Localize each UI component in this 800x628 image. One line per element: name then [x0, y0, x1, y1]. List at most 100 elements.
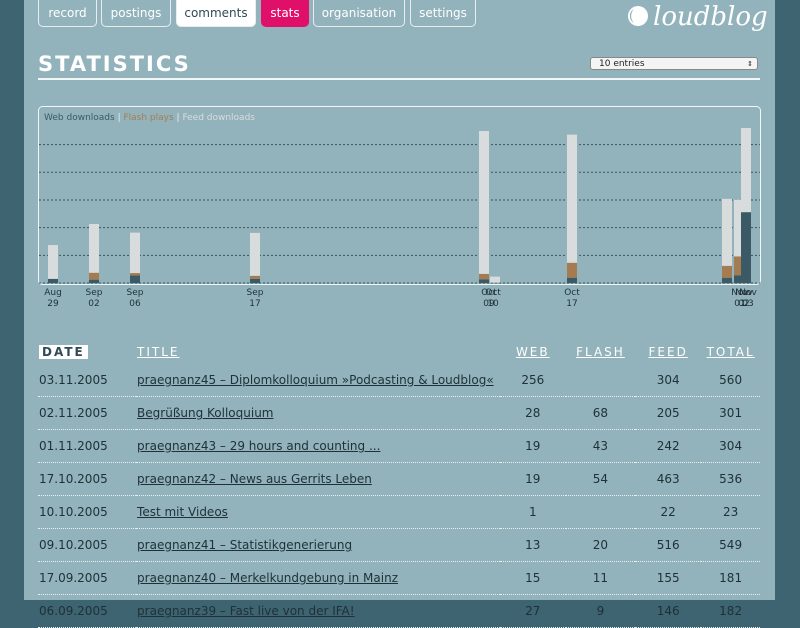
- x-tick-month: Nov: [739, 288, 757, 298]
- table-cell: 03.11.2005: [38, 364, 136, 397]
- table-cell: 1: [500, 496, 566, 529]
- table-cell: 17.10.2005: [38, 463, 136, 496]
- bar-segment: [479, 274, 489, 280]
- x-tick-day: 10: [487, 299, 499, 309]
- bar-segment: [130, 276, 140, 283]
- table-cell: 256: [500, 364, 566, 397]
- legend: Web downloads | Flash plays | Feed downl…: [44, 113, 255, 123]
- legend-entry: Flash plays: [123, 113, 174, 123]
- table-cell: 10.10.2005: [38, 496, 136, 529]
- table-cell: 13: [500, 529, 566, 562]
- table-cell: 463: [635, 463, 701, 496]
- bar-segment: [741, 212, 751, 283]
- bar-segment: [567, 263, 577, 278]
- table-cell: [566, 364, 635, 397]
- table-cell: 516: [635, 529, 701, 562]
- legend-separator: |: [115, 113, 124, 123]
- table-cell: 181: [701, 562, 760, 595]
- chart-frame: [39, 107, 761, 285]
- table-cell: 68: [566, 397, 635, 430]
- episode-link[interactable]: praegnanz41 – Statistikgenerierung: [136, 529, 500, 562]
- table-cell: 560: [701, 364, 760, 397]
- table-cell: 155: [635, 562, 701, 595]
- x-tick-day: 17: [249, 299, 260, 309]
- episode-link[interactable]: praegnanz40 – Merkelkundgebung in Mainz: [136, 562, 500, 595]
- bar-segment: [479, 131, 489, 274]
- bar-segment: [89, 224, 99, 273]
- table-cell: 27: [500, 595, 566, 628]
- table-cell: 19: [500, 430, 566, 463]
- column-header-text: WEB: [516, 345, 550, 359]
- x-tick-day: 02: [88, 299, 99, 309]
- header-row: DATE TITLE WEB FLASH FEED TOTAL: [38, 340, 760, 364]
- episode-link[interactable]: Begrüßung Kolloquium: [136, 397, 500, 430]
- table-cell: 242: [635, 430, 701, 463]
- table-cell: 146: [635, 595, 701, 628]
- table-cell: 536: [701, 463, 760, 496]
- table-cell: [566, 496, 635, 529]
- table-cell: 43: [566, 430, 635, 463]
- chart: Web downloads | Flash plays | Feed downl…: [0, 0, 800, 330]
- episode-link[interactable]: praegnanz42 – News aus Gerrits Leben: [136, 463, 500, 496]
- bar-segment: [250, 279, 260, 283]
- episode-link[interactable]: praegnanz43 – 29 hours and counting ...: [136, 430, 500, 463]
- legend-entry: Feed downloads: [182, 113, 255, 123]
- table-cell: 304: [701, 430, 760, 463]
- table-cell: 19: [500, 463, 566, 496]
- table-cell: 20: [566, 529, 635, 562]
- bar-segment: [89, 280, 99, 283]
- table-cell: 304: [635, 364, 701, 397]
- x-tick-day: 06: [129, 299, 141, 309]
- column-header-text: TOTAL: [707, 345, 755, 359]
- table-cell: 15: [500, 562, 566, 595]
- column-header-text: DATE: [39, 345, 88, 359]
- x-tick-month: Sep: [86, 288, 103, 298]
- bar-segment: [48, 245, 58, 279]
- bar-segment: [722, 278, 732, 283]
- x-tick-month: Aug: [44, 288, 62, 298]
- table-cell: 549: [701, 529, 760, 562]
- column-header[interactable]: DATE: [38, 340, 136, 364]
- x-tick-day: 03: [742, 299, 753, 309]
- table-cell: 06.09.2005: [38, 595, 136, 628]
- bar-segment: [567, 278, 577, 283]
- table-cell: 205: [635, 397, 701, 430]
- table-cell: 301: [701, 397, 760, 430]
- legend-separator: |: [174, 113, 183, 123]
- table-cell: 182: [701, 595, 760, 628]
- episode-link[interactable]: praegnanz45 – Diplomkolloquium »Podcasti…: [136, 364, 500, 397]
- table-cell: 28: [500, 397, 566, 430]
- column-header[interactable]: FLASH: [566, 340, 635, 364]
- column-header[interactable]: WEB: [500, 340, 566, 364]
- bar-segment: [48, 279, 58, 283]
- table-cell: 02.11.2005: [38, 397, 136, 430]
- column-header-text: FLASH: [576, 345, 625, 359]
- bar-segment: [89, 273, 99, 280]
- table-cell: 22: [635, 496, 701, 529]
- column-header[interactable]: FEED: [635, 340, 701, 364]
- bar-segment: [250, 233, 260, 276]
- episode-link[interactable]: Test mit Videos: [136, 496, 500, 529]
- bar-segment: [722, 199, 732, 266]
- table-cell: 01.11.2005: [38, 430, 136, 463]
- column-header[interactable]: TOTAL: [701, 340, 760, 364]
- bar-segment: [722, 266, 732, 278]
- legend-entry: Web downloads: [44, 113, 115, 123]
- episode-link[interactable]: praegnanz39 – Fast live von der IFA!: [136, 595, 500, 628]
- table-cell: 09.10.2005: [38, 529, 136, 562]
- x-tick-month: Sep: [247, 288, 264, 298]
- column-header[interactable]: TITLE: [136, 340, 500, 364]
- x-tick-month: Oct: [564, 288, 580, 298]
- column-header-text: TITLE: [137, 345, 179, 359]
- table-cell: 23: [701, 496, 760, 529]
- bar-segment: [479, 279, 489, 283]
- column-header-text: FEED: [649, 345, 688, 359]
- table-cell: 17.09.2005: [38, 562, 136, 595]
